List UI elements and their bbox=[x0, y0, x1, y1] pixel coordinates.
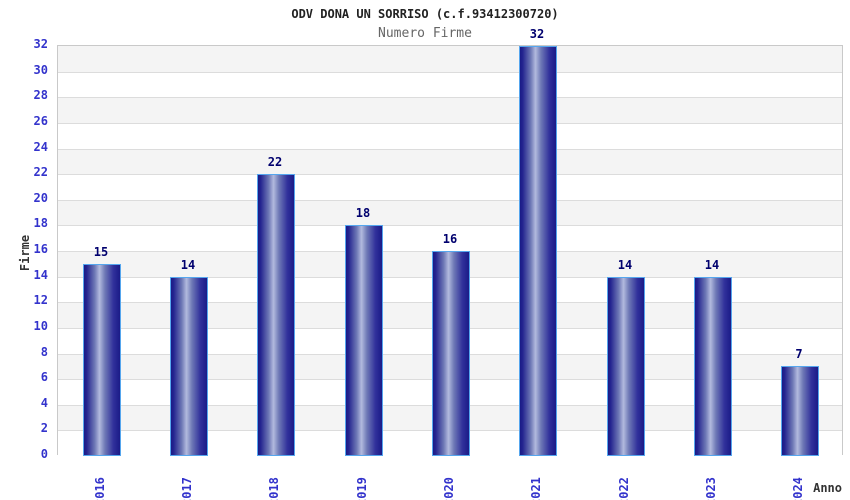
x-tick-label: 2023 bbox=[704, 477, 718, 500]
y-tick-label: 16 bbox=[33, 242, 48, 256]
bar-value-label: 22 bbox=[267, 155, 283, 169]
bar-value-label: 14 bbox=[704, 258, 720, 272]
y-tick-label: 6 bbox=[40, 370, 48, 385]
background-band bbox=[58, 46, 842, 72]
y-tick-label: 12 bbox=[33, 293, 48, 308]
background-band bbox=[58, 71, 842, 98]
y-tick-label: 2 bbox=[40, 421, 48, 436]
y-tick-label: 28 bbox=[33, 88, 48, 103]
y-tick-label: 30 bbox=[33, 62, 48, 77]
gridline bbox=[58, 71, 842, 73]
x-tick-label: 2021 bbox=[529, 477, 543, 500]
x-axis-title: Anno bbox=[813, 481, 842, 495]
x-tick-label: 2017 bbox=[180, 477, 194, 500]
gridline bbox=[58, 122, 842, 124]
bar bbox=[781, 366, 819, 456]
bar bbox=[607, 277, 645, 456]
bar bbox=[83, 264, 121, 456]
plot-area bbox=[57, 45, 843, 456]
bar-value-label: 7 bbox=[795, 347, 803, 361]
y-tick-label: 18 bbox=[33, 216, 48, 231]
y-tick-label: 10 bbox=[33, 318, 48, 333]
bar bbox=[170, 277, 208, 456]
bar bbox=[257, 174, 295, 456]
x-tick-label: 2016 bbox=[93, 477, 107, 500]
background-band bbox=[58, 174, 842, 200]
gridline bbox=[58, 199, 842, 201]
bar-value-label: 15 bbox=[93, 245, 109, 259]
bar-value-label: 16 bbox=[442, 232, 458, 246]
y-tick-label: 8 bbox=[40, 344, 48, 359]
bar bbox=[694, 277, 732, 456]
gridline bbox=[58, 148, 842, 150]
bar bbox=[519, 46, 557, 456]
gridline bbox=[58, 97, 842, 99]
x-tick-label: 2018 bbox=[267, 477, 281, 500]
x-tick-label: 2019 bbox=[355, 477, 369, 500]
y-tick-label: 0 bbox=[40, 447, 48, 461]
background-band bbox=[58, 199, 842, 226]
bar-value-label: 14 bbox=[180, 258, 196, 272]
background-band bbox=[58, 97, 842, 123]
x-tick-label: 2024 bbox=[791, 477, 805, 500]
chart-title: ODV DONA UN SORRISO (c.f.93412300720) bbox=[291, 7, 559, 21]
background-band bbox=[58, 148, 842, 175]
y-tick-label: 20 bbox=[33, 190, 48, 205]
chart-subtitle: Numero Firme bbox=[378, 26, 472, 41]
gridline bbox=[58, 225, 842, 227]
bar-value-label: 18 bbox=[355, 206, 371, 220]
background-band bbox=[58, 122, 842, 149]
y-tick-label: 22 bbox=[33, 165, 48, 180]
y-tick-label: 26 bbox=[33, 113, 48, 128]
bar bbox=[432, 251, 470, 456]
bar-value-label: 32 bbox=[529, 27, 545, 41]
y-tick-label: 14 bbox=[33, 267, 48, 282]
y-tick-label: 32 bbox=[33, 37, 48, 51]
bar bbox=[345, 225, 383, 456]
x-tick-label: 2022 bbox=[617, 477, 631, 500]
bar-value-label: 14 bbox=[617, 258, 633, 272]
gridline bbox=[58, 174, 842, 176]
y-tick-label: 4 bbox=[40, 395, 48, 410]
y-tick-label: 24 bbox=[33, 139, 48, 154]
background-band bbox=[58, 225, 842, 251]
x-tick-label: 2020 bbox=[442, 477, 456, 500]
